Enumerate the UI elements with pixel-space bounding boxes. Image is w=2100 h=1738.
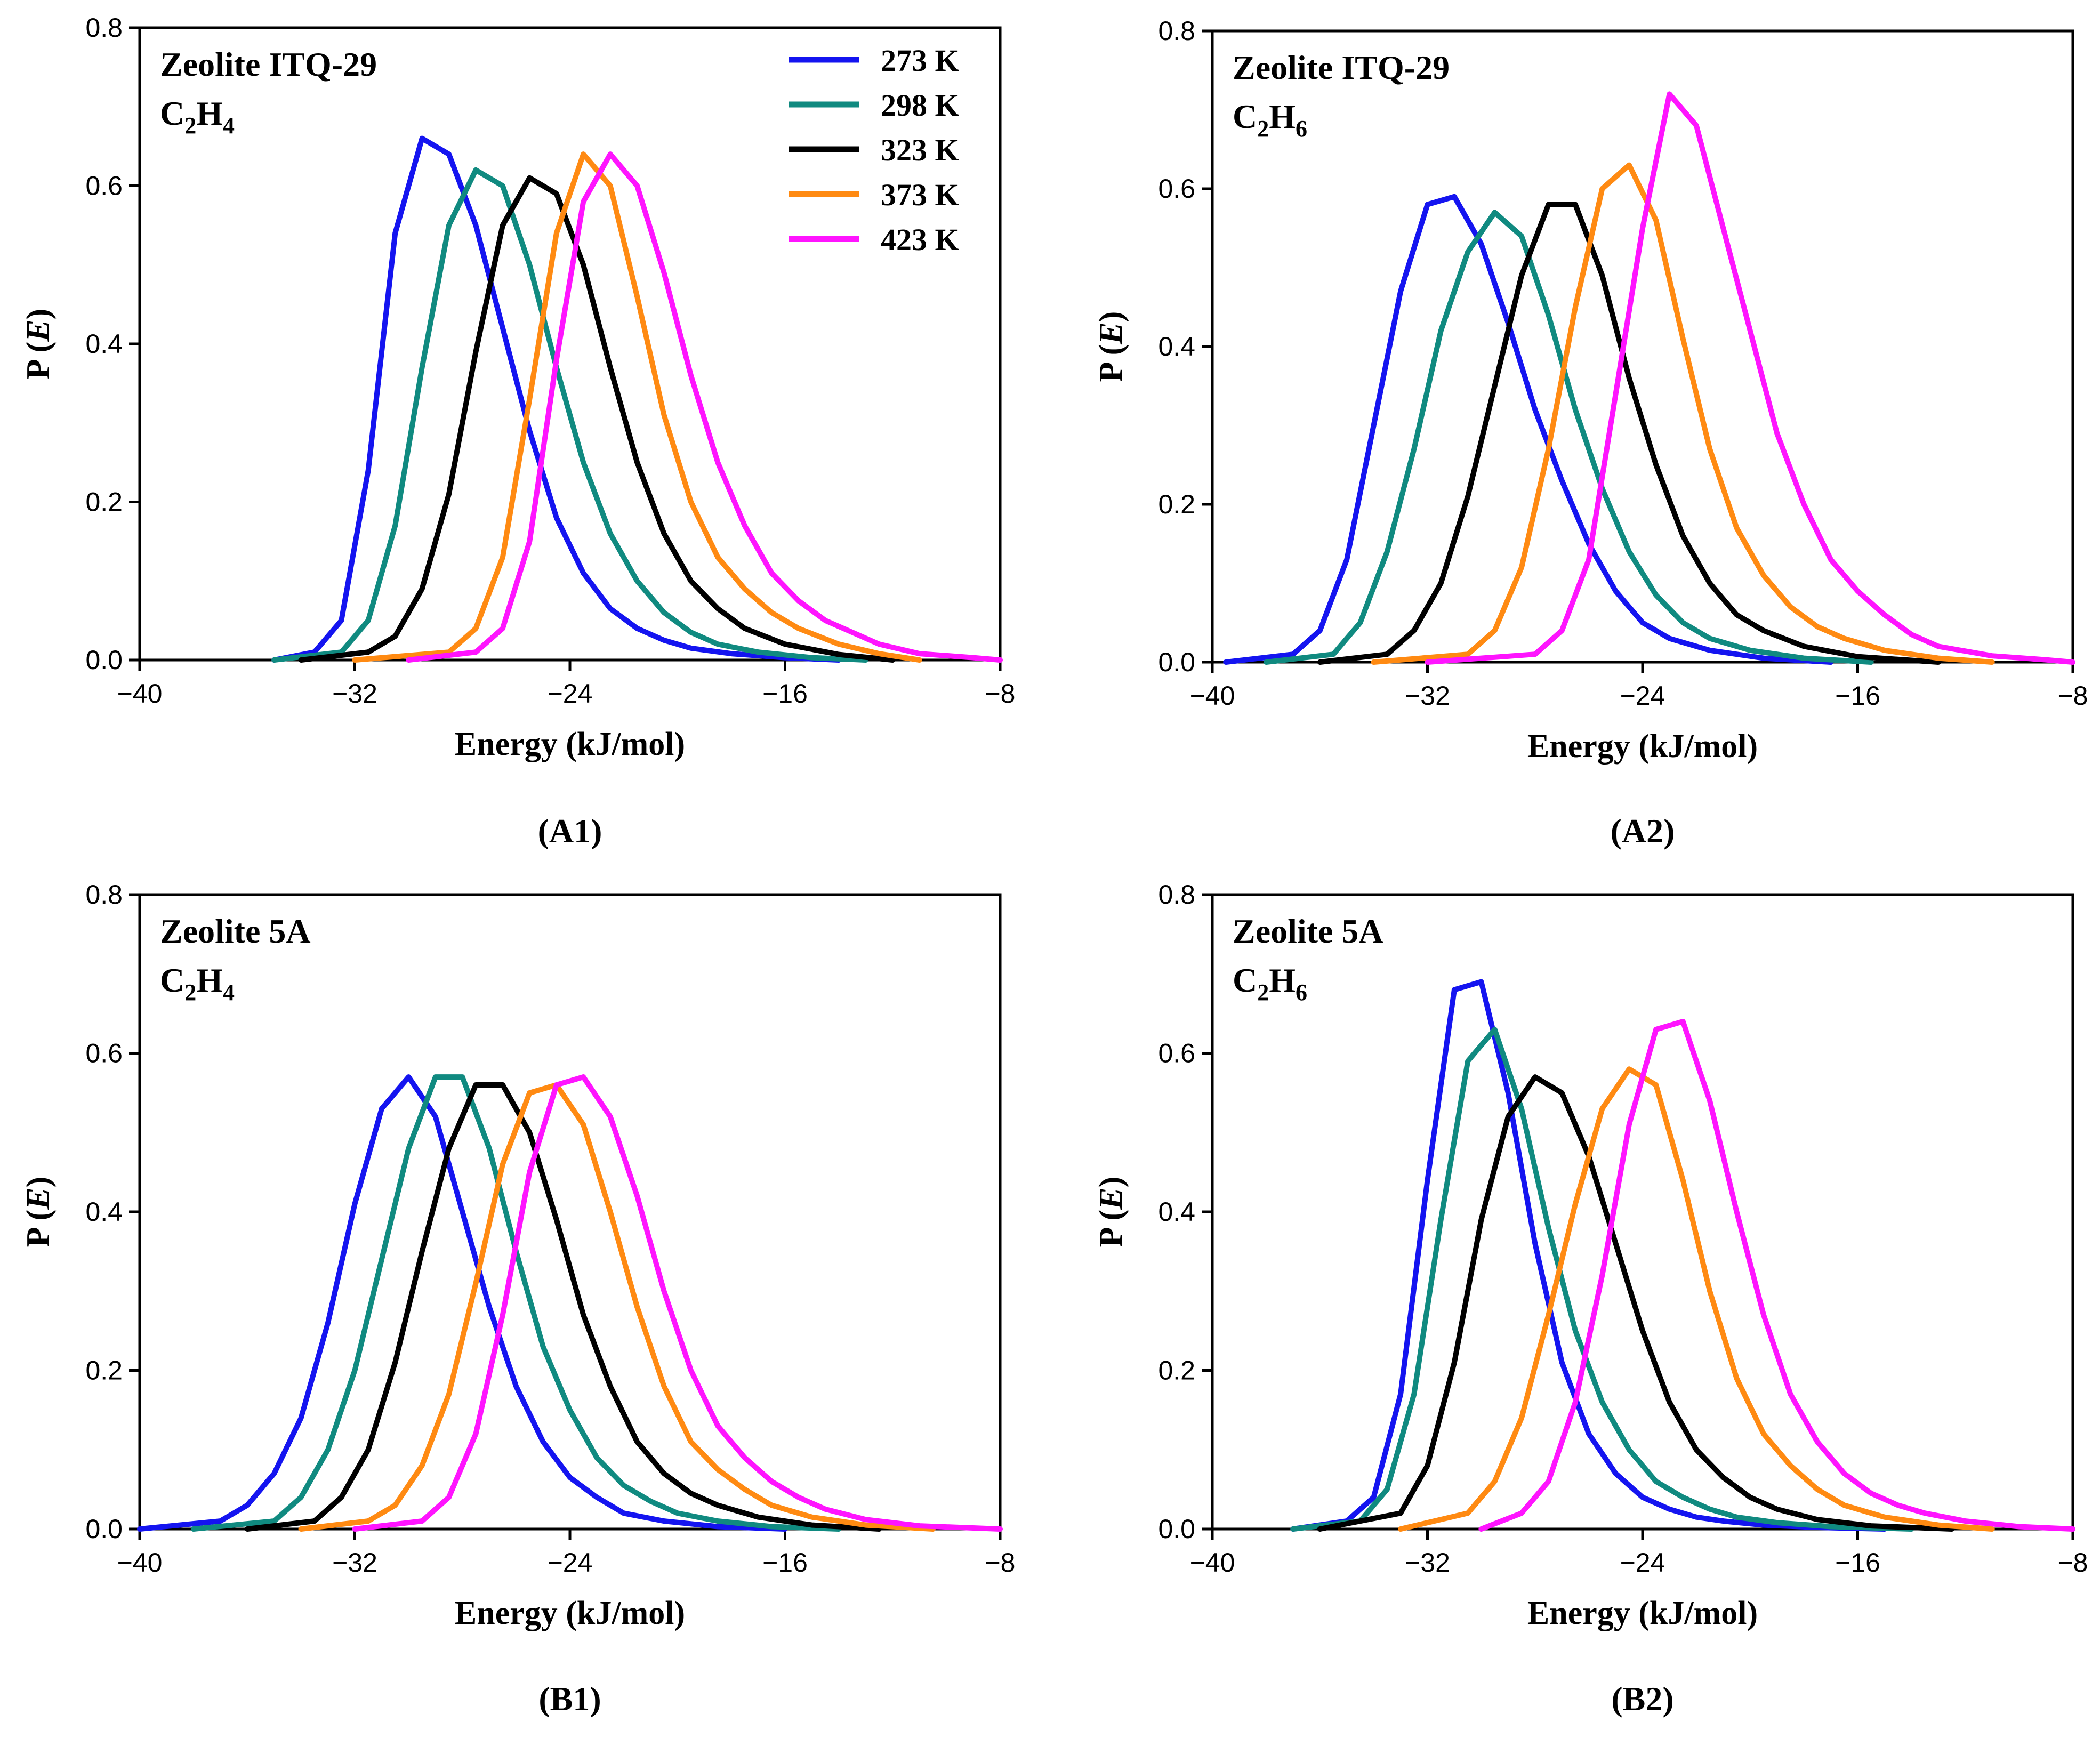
series-line-373k (352, 151, 922, 663)
series-line-323k (244, 1082, 882, 1532)
series-line-423k (1478, 1019, 2075, 1532)
legend: 273 K 298 K 323 K 373 K 423 K (789, 43, 959, 257)
y-tick-label: 0.2 (85, 487, 123, 517)
plot-frame (1211, 893, 2074, 1531)
series-line-298k (1263, 210, 1874, 665)
chart-panel-2: −40 −32 −24 −16 −8 0.0 0.2 0.4 0.6 0.8 Energy (kJ/… (1093, 16, 2088, 850)
y-tick-label: 0.0 (85, 1514, 123, 1544)
x-tick-label: −40 (117, 679, 163, 709)
panel-material-label: Zeolite ITQ-29 (1233, 49, 1450, 86)
plot-frame (138, 893, 1002, 1531)
chart-panel-4: −40 −32 −24 −16 −8 0.0 0.2 0.4 0.6 0.8 Energy (kJ/… (1093, 880, 2088, 1718)
x-tick-label: −24 (1620, 1548, 1665, 1578)
x-tick-label: −40 (1190, 681, 1235, 711)
panel-label: (B2) (1611, 1680, 1673, 1718)
x-axis-title: Energy (kJ/mol) (455, 726, 685, 762)
x-tick-label: −8 (985, 1548, 1015, 1578)
x-tick-label: −24 (548, 679, 593, 709)
y-tick-label: 0.6 (1158, 174, 1195, 204)
panel-label: (A2) (1611, 812, 1675, 850)
series-line-298k (271, 167, 868, 663)
y-tick-label: 0.2 (1158, 489, 1195, 519)
x-tick-label: −40 (117, 1548, 163, 1578)
legend-entry-label: 273 K (881, 43, 959, 78)
chart-panel-1: −40 −32 −24 −16 −8 0.0 0.2 0.4 0.6 0.8 Energy (kJ/… (20, 13, 1016, 850)
y-tick-label: 0.8 (1158, 880, 1195, 910)
x-axis-title: Energy (kJ/mol) (1527, 728, 1758, 765)
x-tick-label: −16 (1835, 681, 1880, 711)
series-line-423k (352, 1074, 1003, 1532)
y-tick-label: 0.4 (1158, 332, 1195, 361)
panel-label: (A1) (538, 812, 602, 850)
x-tick-label: −16 (1835, 1548, 1880, 1578)
x-tick-label: −16 (762, 679, 808, 709)
series-line-373k (298, 1082, 936, 1532)
legend-entry-label: 423 K (881, 222, 959, 257)
y-tick-label: 0.0 (1158, 1514, 1195, 1544)
panel-adsorbate-formula: C2H6 (1233, 961, 1307, 1005)
y-tick-label: 0.4 (1158, 1197, 1195, 1227)
y-tick-label: 0.0 (1158, 647, 1195, 677)
y-tick-label: 0.6 (85, 171, 123, 201)
chart-panel-3: −40 −32 −24 −16 −8 0.0 0.2 0.4 0.6 0.8 Energy (kJ/… (20, 880, 1016, 1718)
x-tick-label: −8 (2057, 681, 2088, 711)
panel-material-label: Zeolite ITQ-29 (160, 45, 377, 83)
x-tick-label: −16 (762, 1548, 808, 1578)
x-tick-label: −8 (985, 679, 1015, 709)
y-tick-label: 0.4 (85, 329, 123, 359)
x-axis-title: Energy (kJ/mol) (1527, 1595, 1758, 1631)
x-tick-label: −32 (1405, 1548, 1450, 1578)
series-line-273k (271, 135, 842, 663)
x-tick-label: −8 (2057, 1548, 2088, 1578)
panel-label: (B1) (538, 1680, 601, 1718)
panel-adsorbate-formula: C2H4 (160, 94, 235, 139)
y-tick-label: 0.6 (1158, 1039, 1195, 1068)
series-line-423k (406, 151, 1003, 663)
series-line-298k (1290, 1026, 1914, 1532)
x-tick-label: −32 (1405, 681, 1450, 711)
legend-entry-label: 373 K (881, 178, 959, 212)
x-tick-label: −32 (332, 1548, 377, 1578)
series-line-298k (190, 1074, 842, 1532)
panel-adsorbate-formula: C2H4 (160, 961, 235, 1005)
x-tick-label: −32 (332, 679, 377, 709)
legend-entry-label: 298 K (881, 88, 959, 123)
series-line-273k (1290, 979, 1887, 1532)
x-axis-title: Energy (kJ/mol) (455, 1595, 685, 1631)
series-line-423k (1425, 91, 2075, 665)
series-line-323k (298, 175, 896, 663)
legend-entry-label: 323 K (881, 133, 959, 167)
x-tick-label: −40 (1190, 1548, 1235, 1578)
panel-material-label: Zeolite 5A (160, 912, 311, 950)
y-axis-title: P (E) (20, 309, 57, 380)
y-tick-label: 0.2 (85, 1356, 123, 1386)
panel-adsorbate-formula: C2H6 (1233, 98, 1307, 142)
y-tick-label: 0.8 (1158, 16, 1195, 46)
series-line-373k (1398, 1066, 1995, 1532)
series-line-273k (137, 1074, 788, 1532)
y-axis-title: P (E) (20, 1177, 57, 1248)
series-line-323k (1317, 1074, 1954, 1532)
y-tick-label: 0.0 (85, 645, 123, 675)
panel-material-label: Zeolite 5A (1233, 912, 1383, 950)
y-tick-label: 0.8 (85, 13, 123, 43)
y-axis-title: P (E) (1093, 1177, 1129, 1248)
series-line-323k (1317, 202, 1941, 665)
plot-frame (138, 26, 1002, 662)
series-line-373k (1371, 162, 1995, 665)
y-axis-title: P (E) (1093, 311, 1129, 382)
x-tick-label: −24 (548, 1548, 593, 1578)
y-tick-label: 0.4 (85, 1197, 123, 1227)
y-tick-label: 0.8 (85, 880, 123, 910)
y-tick-label: 0.2 (1158, 1356, 1195, 1386)
y-tick-label: 0.6 (85, 1039, 123, 1068)
series-line-273k (1223, 194, 1834, 665)
x-tick-label: −24 (1620, 681, 1665, 711)
